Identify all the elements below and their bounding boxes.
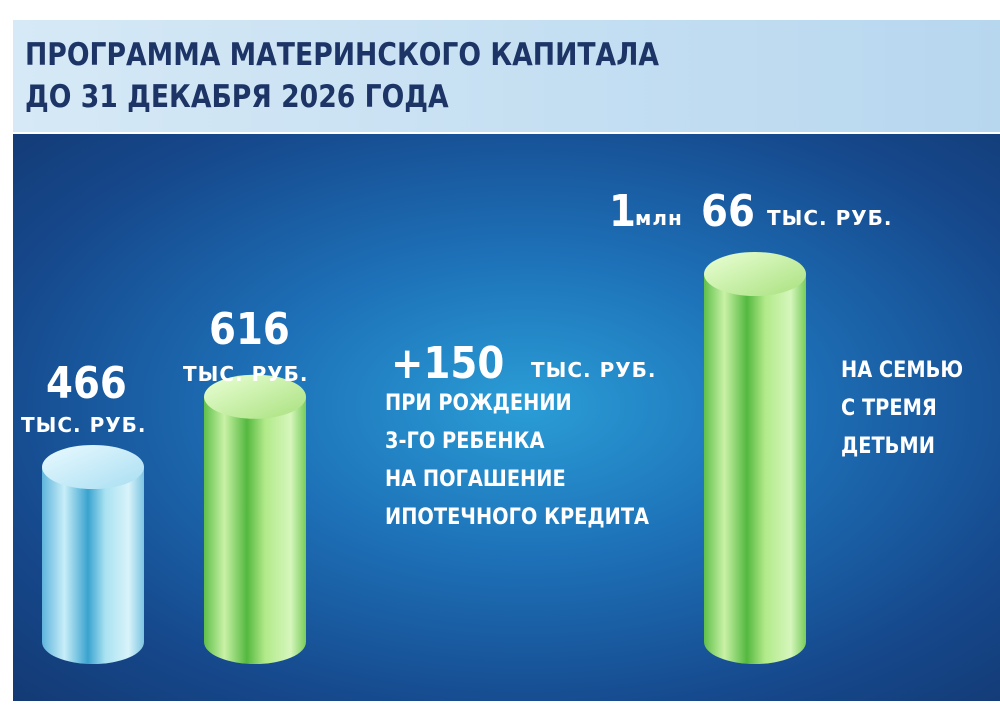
cylinder-top-2 xyxy=(204,374,306,419)
title-line-1: ПРОГРАММА МАТЕРИНСКОГО КАПИТАЛА xyxy=(25,37,659,73)
page-title: ПРОГРАММА МАТЕРИНСКОГО КАПИТАЛА ДО 31 ДЕ… xyxy=(25,34,659,118)
cylinder-top-3 xyxy=(704,252,806,296)
bonus-note-line-3: НА ПОГАШЕНИЕ xyxy=(385,467,566,492)
family-note-line-3: ДЕТЬМИ xyxy=(841,434,935,459)
bonus-note-line-1: ПРИ РОЖДЕНИИ xyxy=(385,391,572,416)
bar-3-mln-value-label: 1 xyxy=(609,186,636,237)
bar-1-value-label: 466 xyxy=(46,358,127,409)
bar-3-value-label: 66 xyxy=(701,186,755,237)
family-note: НА СЕМЬЮ С ТРЕМЯ ДЕТЬМИ xyxy=(841,352,963,466)
header-band: ПРОГРАММА МАТЕРИНСКОГО КАПИТАЛА ДО 31 ДЕ… xyxy=(13,20,1000,132)
cylinder-body-1 xyxy=(42,467,144,664)
bar-3-mln-unit-label: млн xyxy=(635,206,683,230)
bonus-note-line-2: 3-ГО РЕБЕНКА xyxy=(385,429,545,454)
bonus-value-label: +150 xyxy=(391,338,505,389)
cylinder-bar-1 xyxy=(42,445,144,664)
cylinder-body-3 xyxy=(704,274,806,664)
bonus-note-line-4: ИПОТЕЧНОГО КРЕДИТА xyxy=(385,505,650,530)
bar-1-unit-label: ТЫС. РУБ. xyxy=(21,413,147,437)
title-line-2: ДО 31 ДЕКАБРЯ 2026 ГОДА xyxy=(25,79,449,115)
family-note-line-2: С ТРЕМЯ xyxy=(841,396,937,421)
bar-2-unit-label: ТЫС. РУБ. xyxy=(183,362,309,386)
cylinder-top-1 xyxy=(42,445,144,489)
cylinder-body-2 xyxy=(204,396,306,664)
cylinder-bar-2 xyxy=(204,374,306,664)
bonus-note: ПРИ РОЖДЕНИИ 3-ГО РЕБЕНКА НА ПОГАШЕНИЕ И… xyxy=(385,385,649,537)
cylinder-bar-3 xyxy=(704,252,806,664)
chart-panel: 466 ТЫС. РУБ. 616 ТЫС. РУБ. +150 ТЫС. РУ… xyxy=(13,134,1000,701)
bar-3-unit-label: ТЫС. РУБ. xyxy=(767,206,893,230)
bonus-unit-label: ТЫС. РУБ. xyxy=(531,358,657,382)
bar-2-value-label: 616 xyxy=(209,304,290,355)
cylinder-chart xyxy=(42,252,806,664)
family-note-line-1: НА СЕМЬЮ xyxy=(841,358,964,383)
